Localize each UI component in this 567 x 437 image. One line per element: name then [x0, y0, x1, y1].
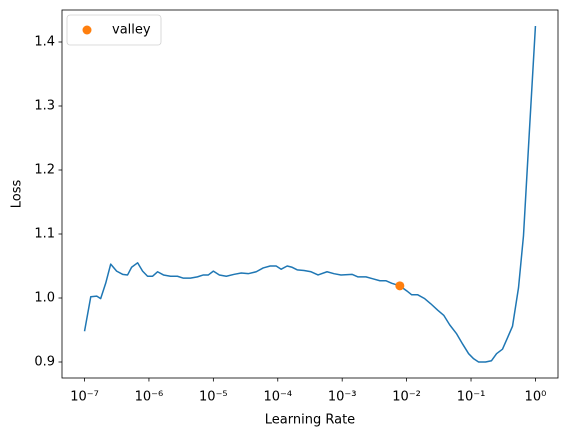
x-tick-label: 10⁻¹ — [457, 390, 486, 405]
x-axis-label: Learning Rate — [265, 413, 355, 428]
x-tick-label: 10⁻² — [392, 390, 421, 405]
legend-label: valley — [112, 23, 151, 38]
y-tick-label: 1.1 — [34, 227, 55, 242]
x-tick-label: 10⁰ — [525, 390, 547, 405]
y-tick-label: 1.3 — [34, 99, 55, 114]
legend-box — [66, 14, 162, 46]
x-tick-label: 10⁻³ — [328, 390, 357, 405]
legend-marker — [82, 25, 92, 35]
y-axis-label: Loss — [10, 180, 25, 209]
y-tick-label: 1.4 — [34, 35, 55, 50]
line — [83, 25, 537, 363]
x-tick-label: 10⁻⁶ — [135, 390, 164, 405]
plot-frame — [61, 9, 559, 379]
marker — [395, 281, 405, 291]
y-tick-label: 1.2 — [34, 163, 55, 178]
y-tick-label: 1.0 — [34, 291, 55, 306]
y-tick-label: 0.9 — [34, 355, 55, 370]
x-tick-label: 10⁻⁷ — [70, 390, 99, 405]
x-tick-label: 10⁻⁴ — [263, 390, 292, 405]
x-tick-label: 10⁻⁵ — [199, 390, 228, 405]
